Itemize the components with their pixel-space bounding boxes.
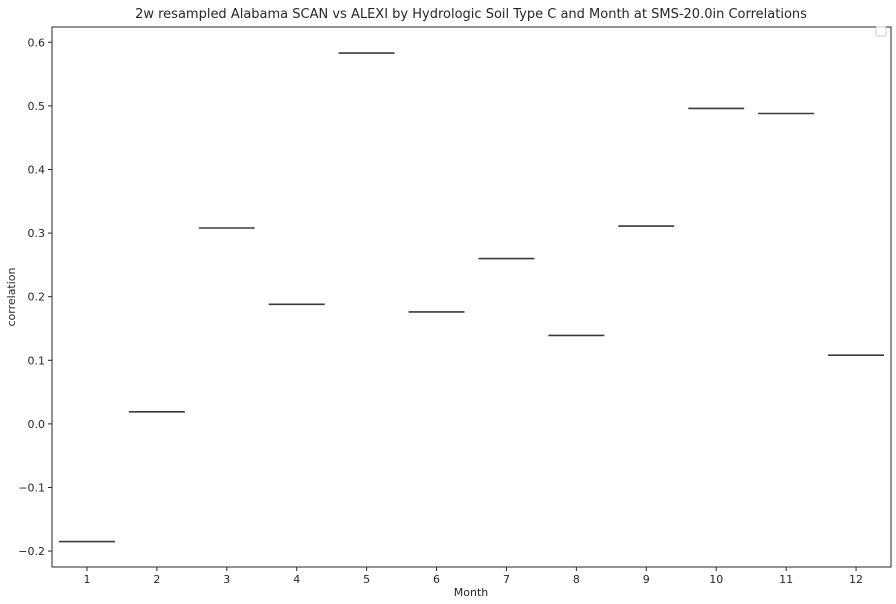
chart-title: 2w resampled Alabama SCAN vs ALEXI by Hy… [135, 7, 807, 22]
y-tick-label: 0.1 [28, 354, 46, 367]
y-tick-label: 0.2 [28, 291, 46, 304]
y-tick-label: −0.2 [18, 545, 45, 558]
x-tick-label: 6 [433, 573, 440, 586]
y-tick-label: 0.3 [28, 227, 46, 240]
x-tick-label: 3 [223, 573, 230, 586]
plot-area: −0.2−0.10.00.10.20.30.40.50.61 2 3 4 5 6 7 8 9 10… [18, 26, 892, 586]
x-tick-label: 1 [83, 573, 90, 586]
y-axis-label: correlation [5, 267, 18, 326]
x-tick-label: 8 [573, 573, 580, 586]
x-tick-label: 9 [643, 573, 650, 586]
y-tick-label: 0.0 [28, 418, 46, 431]
y-tick-label: −0.1 [18, 481, 45, 494]
x-tick-label: 12 [849, 573, 863, 586]
y-tick-label: 0.4 [28, 163, 46, 176]
x-axis-label: Month [454, 586, 489, 599]
y-tick-label: 0.6 [28, 36, 46, 49]
y-tick-label: 0.5 [28, 100, 46, 113]
x-tick-label: 10 [709, 573, 723, 586]
x-tick-label: 4 [293, 573, 300, 586]
x-tick-label: 7 [503, 573, 510, 586]
x-tick-label: 11 [779, 573, 793, 586]
x-tick-label: 5 [363, 573, 370, 586]
x-tick-label: 2 [153, 573, 160, 586]
legend-box [875, 26, 887, 37]
